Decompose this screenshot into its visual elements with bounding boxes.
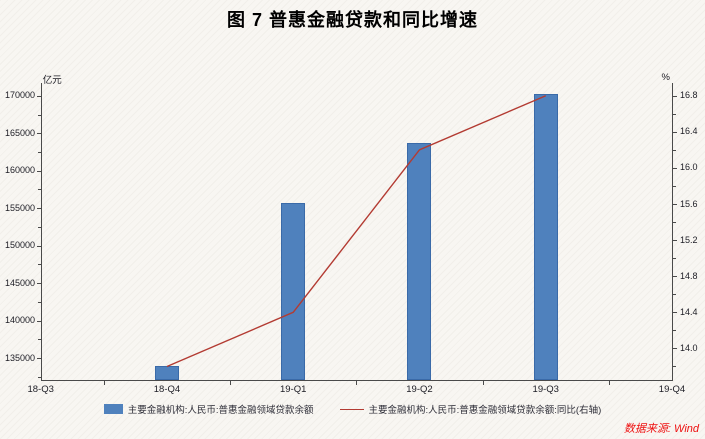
bar-19-Q2 bbox=[407, 143, 432, 380]
line-series-swatch bbox=[339, 408, 364, 410]
x-axis-category-label: 19-Q3 bbox=[532, 384, 559, 395]
right-axis-tick bbox=[673, 95, 677, 97]
right-axis-tick bbox=[673, 348, 677, 350]
left-axis-minor-tick bbox=[37, 152, 41, 153]
left-axis-tick-label: 165000 bbox=[4, 127, 35, 138]
right-axis-tick-label: 16.8 bbox=[680, 90, 698, 101]
x-axis-tick bbox=[103, 381, 105, 385]
legend-item-yoy-growth: 主要金融机构:人民币:普惠金融领域贷款余额:同比(右轴) bbox=[339, 402, 602, 416]
right-axis-tick bbox=[673, 276, 677, 278]
left-axis-tick bbox=[36, 208, 41, 210]
left-axis-tick-label: 155000 bbox=[4, 202, 35, 213]
left-axis-tick bbox=[36, 95, 41, 97]
left-axis-tick bbox=[36, 170, 41, 172]
bar-series-label: 主要金融机构:人民币:普惠金融领域贷款余额 bbox=[127, 405, 314, 416]
left-axis-unit-label: 亿元 bbox=[42, 75, 62, 86]
x-axis-category-label: 19-Q1 bbox=[280, 384, 307, 395]
x-axis-category-label: 19-Q4 bbox=[658, 384, 686, 395]
left-axis-line bbox=[40, 83, 42, 380]
left-axis-tick-label: 135000 bbox=[4, 352, 35, 363]
left-axis-tick bbox=[36, 245, 41, 247]
left-axis-tick bbox=[36, 133, 41, 135]
x-axis-tick bbox=[356, 381, 358, 385]
left-axis-tick-label: 160000 bbox=[4, 165, 35, 176]
right-axis-tick bbox=[673, 204, 677, 206]
right-axis-minor-tick bbox=[673, 222, 676, 224]
left-axis-minor-tick bbox=[37, 301, 41, 303]
left-axis-tick-label: 170000 bbox=[4, 90, 35, 101]
x-axis-category-label: 18-Q4 bbox=[153, 384, 181, 395]
right-axis-minor-tick bbox=[673, 294, 676, 296]
data-source-note: 数据来源: Wind bbox=[623, 423, 699, 435]
right-axis-minor-tick bbox=[673, 330, 676, 332]
right-axis-tick-label: 14.0 bbox=[680, 342, 698, 353]
x-axis-tick bbox=[230, 381, 232, 385]
chart-title: 图 7 普惠金融贷款和同比增速 bbox=[226, 10, 478, 30]
right-axis-unit-label: % bbox=[661, 72, 670, 83]
legend-item-loan-balance: 主要金融机构:人民币:普惠金融领域贷款余额 bbox=[103, 402, 314, 416]
left-axis-minor-tick bbox=[37, 339, 41, 341]
right-axis-tick-label: 14.4 bbox=[680, 306, 698, 317]
right-axis-line bbox=[672, 83, 673, 380]
line-series-label: 主要金融机构:人民币:普惠金融领域贷款余额:同比(右轴) bbox=[368, 405, 602, 416]
left-axis-tick bbox=[36, 320, 41, 322]
x-axis-tick bbox=[608, 381, 610, 385]
right-axis-tick-label: 15.6 bbox=[680, 198, 698, 209]
left-axis-tick-label: 150000 bbox=[4, 240, 35, 251]
yoy-growth-polyline bbox=[166, 95, 547, 368]
right-axis-tick-label: 16.0 bbox=[680, 162, 698, 173]
left-axis-minor-tick bbox=[37, 226, 41, 228]
right-axis-tick-label: 14.8 bbox=[680, 270, 698, 281]
right-axis-tick-label: 16.4 bbox=[680, 126, 698, 137]
left-axis-minor-tick bbox=[37, 189, 41, 191]
left-axis-minor-tick bbox=[37, 114, 41, 116]
bar-19-Q1 bbox=[281, 202, 306, 380]
left-axis-tick bbox=[36, 358, 41, 360]
bottom-axis-line bbox=[40, 380, 673, 381]
x-axis-category-label: 19-Q2 bbox=[406, 384, 433, 395]
bar-19-Q3 bbox=[533, 93, 558, 380]
left-axis-minor-tick bbox=[37, 264, 41, 266]
right-axis-minor-tick bbox=[673, 258, 676, 260]
left-axis-tick-label: 145000 bbox=[4, 277, 35, 288]
x-axis-tick bbox=[482, 381, 484, 385]
right-axis-tick-label: 15.2 bbox=[680, 234, 698, 245]
right-axis-minor-tick bbox=[673, 149, 676, 151]
chart-legend: 主要金融机构:人民币:普惠金融领域贷款余额 主要金融机构:人民币:普惠金融领域贷… bbox=[0, 402, 705, 416]
x-axis-category-label: 18-Q3 bbox=[27, 384, 54, 395]
right-axis-minor-tick bbox=[673, 366, 676, 368]
left-axis-tick bbox=[36, 283, 41, 285]
right-axis-minor-tick bbox=[673, 113, 676, 115]
right-axis-minor-tick bbox=[673, 185, 676, 187]
right-axis-tick bbox=[673, 131, 677, 133]
bar-18-Q4 bbox=[154, 366, 179, 380]
left-axis-tick-label: 140000 bbox=[4, 315, 35, 326]
bar-series-swatch bbox=[103, 404, 123, 414]
right-axis-tick bbox=[673, 312, 677, 314]
right-axis-tick bbox=[673, 240, 677, 242]
left-axis-minor-tick bbox=[37, 376, 41, 378]
right-axis-tick bbox=[673, 167, 677, 169]
